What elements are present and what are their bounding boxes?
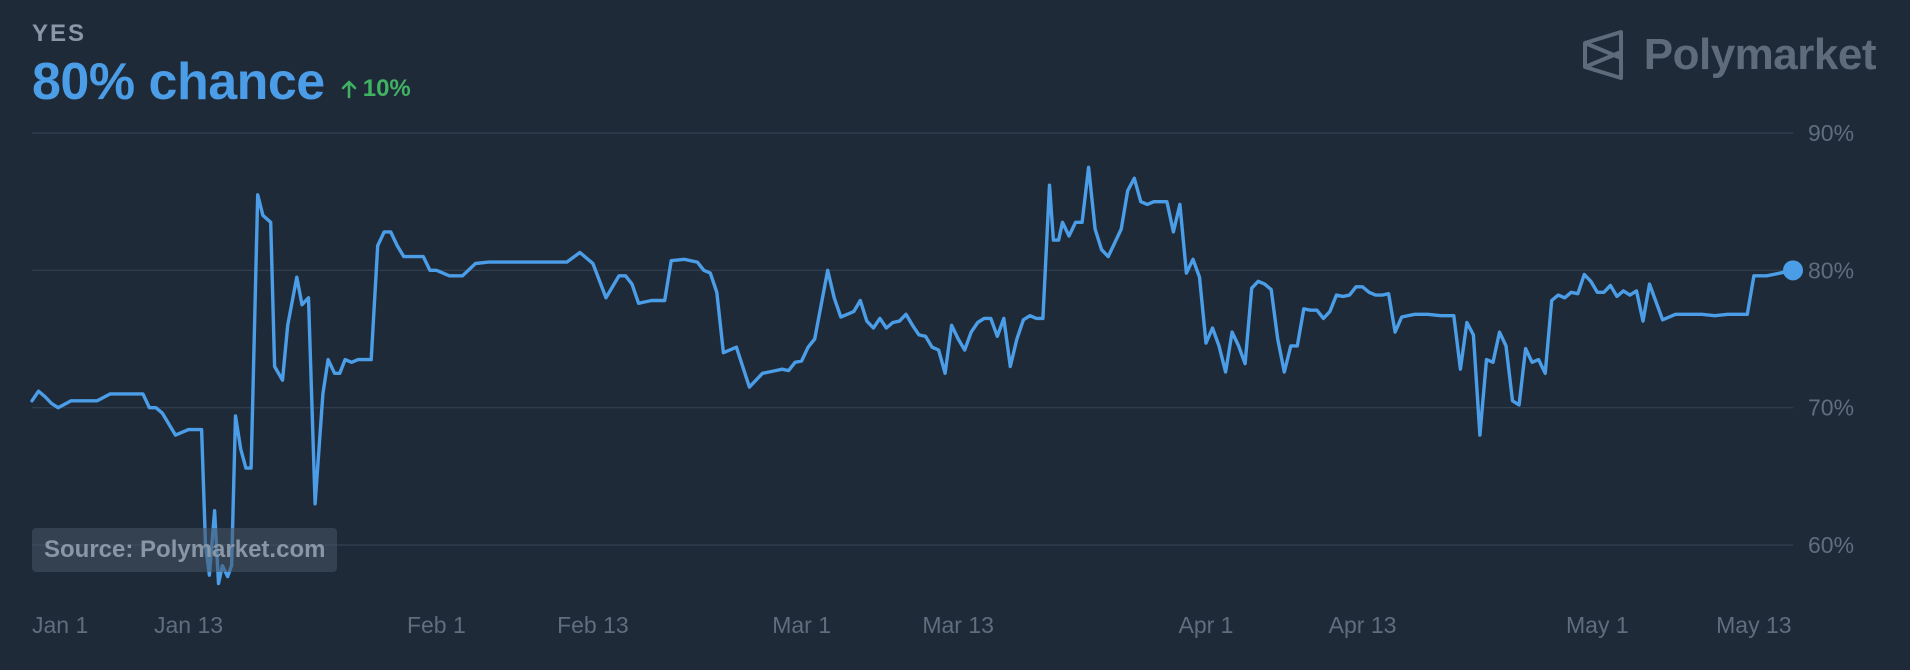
y-tick-label: 80%: [1808, 257, 1854, 283]
x-tick-label: Feb 1: [407, 612, 466, 638]
y-axis: 90% 80% 70% 60%: [1808, 120, 1854, 558]
x-axis: Jan 1 Jan 13 Feb 1 Feb 13 Mar 1 Mar 13 Apr 1 Ap…: [32, 612, 1792, 638]
arrow-up-icon: [341, 80, 357, 99]
brand-name: Polymarket: [1643, 30, 1877, 79]
y-tick-label: 70%: [1808, 395, 1854, 421]
polymarket-logo-icon: [1582, 30, 1623, 80]
x-tick-label: Jan 1: [32, 612, 88, 638]
y-tick-label: 60%: [1808, 532, 1854, 558]
chart-grid: [32, 132, 1793, 546]
x-tick-label: Mar 13: [922, 612, 994, 638]
change-indicator: 10%: [341, 75, 411, 103]
chance-value: 80% chance: [32, 53, 325, 111]
x-tick-label: Mar 1: [772, 612, 831, 638]
brand: Polymarket: [1580, 28, 1877, 82]
source-badge: Source: Polymarket.com: [32, 528, 338, 572]
change-value: 10%: [362, 75, 411, 102]
x-tick-label: Feb 13: [557, 612, 629, 638]
x-tick-label: Jan 13: [154, 612, 223, 638]
outcome-label: YES: [32, 20, 87, 47]
y-tick-label: 90%: [1808, 120, 1854, 146]
x-tick-label: Apr 1: [1179, 612, 1234, 638]
headline: 80% chance 10%: [32, 52, 411, 112]
x-tick-label: May 13: [1716, 612, 1791, 638]
x-tick-label: Apr 13: [1329, 612, 1397, 638]
series-line: [30, 165, 1795, 586]
latest-point-marker: [1783, 260, 1803, 281]
x-tick-label: May 1: [1566, 612, 1629, 638]
